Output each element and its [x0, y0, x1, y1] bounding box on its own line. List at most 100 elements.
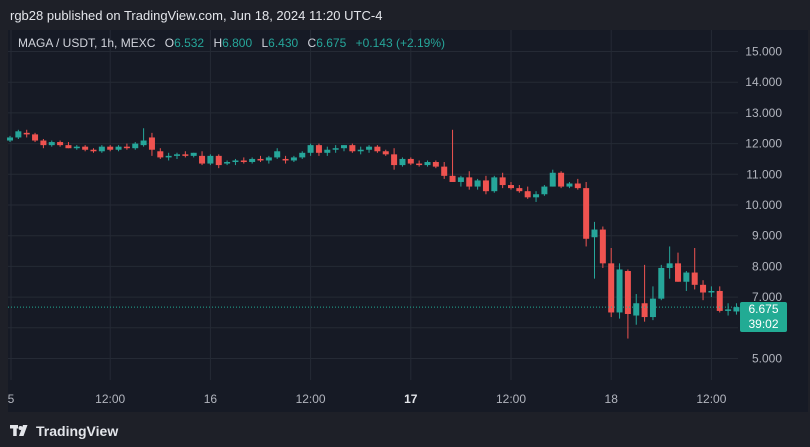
x-tick-label: 12:00: [496, 392, 526, 406]
candle-body: [533, 194, 540, 198]
candle-body: [32, 134, 39, 141]
candle-body: [516, 188, 523, 192]
candle: [399, 157, 406, 167]
candle-body: [508, 185, 514, 189]
candle: [257, 155, 264, 163]
candle: [658, 264, 665, 301]
candle-body: [382, 151, 389, 155]
candle: [190, 152, 197, 158]
candle: [424, 160, 431, 167]
candle-body: [40, 140, 47, 146]
candle-body: [574, 183, 581, 189]
candle: [349, 143, 356, 153]
candle-body: [174, 154, 180, 156]
candle-body: [391, 154, 398, 166]
candle: [48, 140, 55, 147]
candle: [265, 155, 272, 164]
candle-body: [616, 269, 623, 313]
candle: [391, 148, 398, 170]
candle-body: [675, 263, 681, 282]
candle-body: [165, 155, 172, 158]
candle: [508, 181, 514, 190]
high-value: 6.800: [222, 36, 253, 50]
last-price-badge: 6.675 39:02: [740, 302, 787, 332]
candle-body: [7, 137, 13, 141]
x-tick-label: 12:00: [296, 392, 326, 406]
candle-body: [466, 177, 473, 187]
candle: [666, 246, 673, 279]
candle: [15, 129, 22, 139]
candle-body: [541, 186, 548, 195]
candle-body: [566, 183, 573, 187]
candle: [583, 181, 590, 247]
candle: [566, 181, 573, 189]
published-byline: rgb28 published on TradingView.com, Jun …: [10, 8, 383, 23]
y-tick-label: 15.000: [745, 44, 782, 58]
close-label: C: [307, 36, 317, 50]
candle: [57, 140, 64, 147]
chart-panel[interactable]: [8, 30, 808, 412]
candle-body: [282, 158, 289, 161]
candle: [633, 294, 640, 325]
candle-body: [608, 263, 615, 313]
candle-body: [725, 309, 732, 311]
candle-body: [107, 146, 114, 150]
candle-body: [307, 145, 314, 153]
candle: [165, 152, 172, 161]
candle-body: [290, 157, 297, 161]
candle-body: [374, 146, 381, 152]
candle-body: [474, 180, 481, 187]
candle-body: [249, 158, 256, 163]
candle: [449, 129, 456, 182]
candle: [608, 247, 615, 318]
candle-body: [224, 162, 231, 164]
candle-body: [583, 188, 590, 239]
x-tick-label: 12:00: [696, 392, 726, 406]
candle: [382, 149, 389, 156]
candle-body: [315, 145, 322, 153]
candle: [207, 154, 214, 166]
candle-body: [299, 152, 306, 158]
x-tick-label: 17: [404, 392, 418, 406]
candle-body: [399, 158, 406, 166]
candle-body: [240, 160, 247, 163]
x-tick-label: 18: [605, 392, 619, 406]
candle-body: [700, 284, 707, 293]
candle: [40, 138, 47, 149]
candle-body: [366, 146, 373, 150]
candle-body: [341, 145, 347, 149]
candle: [725, 303, 732, 316]
candle-body: [499, 177, 506, 186]
candle-body: [691, 272, 698, 285]
low-value: 6.430: [268, 36, 299, 50]
candle-body: [591, 229, 598, 238]
candle-body: [182, 154, 189, 156]
y-tick-label: 7.000: [752, 290, 782, 304]
candle-body: [491, 177, 498, 192]
tradingview-brand[interactable]: TradingView: [10, 423, 118, 439]
y-tick-label: 5.000: [752, 352, 782, 366]
y-tick-label: 11.000: [746, 167, 782, 181]
candle: [549, 169, 556, 187]
candle: [232, 158, 239, 166]
candle: [307, 143, 314, 156]
candle-body: [524, 191, 531, 198]
bottom-bar: [0, 414, 810, 447]
candle-body: [207, 155, 214, 164]
candle: [73, 145, 80, 150]
brand-name: TradingView: [36, 423, 119, 439]
candle: [90, 148, 97, 153]
y-tick-label: 12.000: [745, 137, 782, 151]
candle-body: [232, 160, 239, 163]
candle-body: [666, 263, 673, 268]
candle-body: [649, 298, 656, 318]
high-label: H: [213, 36, 223, 50]
candle: [65, 142, 72, 149]
candle: [282, 155, 289, 164]
candle: [32, 132, 39, 143]
candle-body: [57, 142, 64, 146]
candle-body: [48, 142, 55, 146]
candle-body: [449, 175, 456, 182]
candle: [332, 145, 339, 153]
